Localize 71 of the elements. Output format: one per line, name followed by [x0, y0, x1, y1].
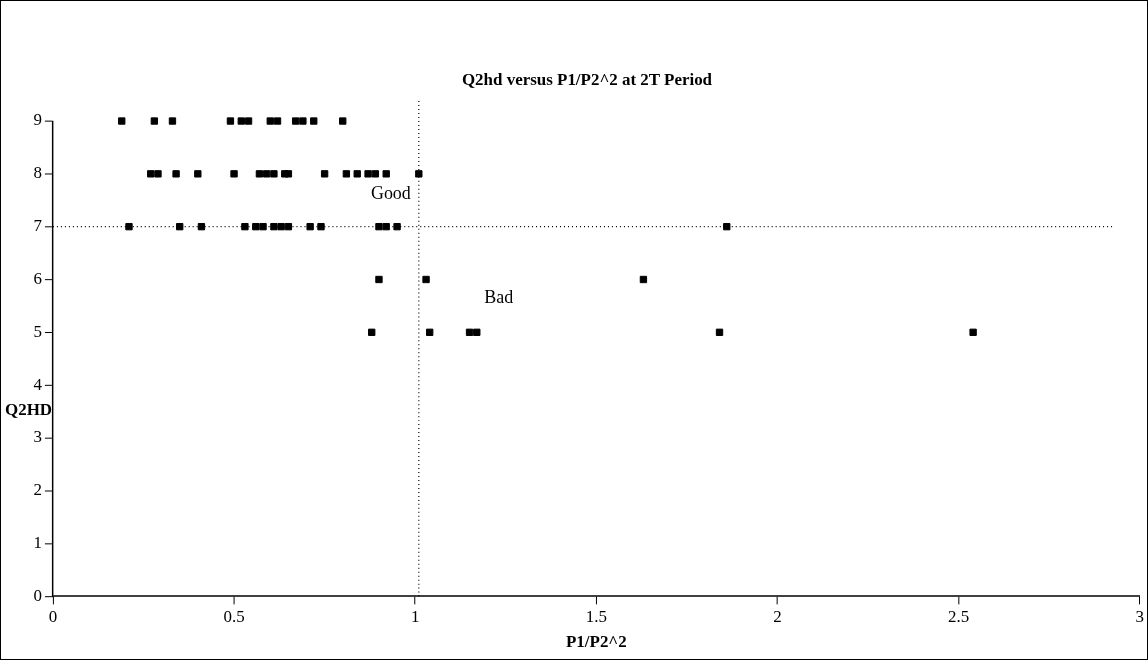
point	[317, 223, 325, 231]
y-tick-label: 6	[33, 268, 42, 288]
y-tick-label: 0	[33, 585, 42, 605]
point	[270, 170, 278, 178]
y-tick-label: 7	[33, 216, 42, 236]
point	[291, 117, 300, 125]
point	[342, 170, 351, 178]
point	[473, 328, 481, 336]
x-tick-label: 1.5	[585, 606, 607, 626]
point	[241, 223, 249, 231]
point	[306, 223, 314, 231]
point	[154, 170, 162, 178]
point	[226, 117, 235, 125]
point	[310, 117, 318, 125]
point	[125, 223, 133, 231]
point	[244, 117, 253, 125]
point	[176, 223, 184, 231]
point	[284, 170, 293, 178]
x-tick-label: 0	[48, 606, 58, 626]
point	[259, 223, 267, 231]
x-tick-label: 1	[410, 606, 420, 626]
y-tick-label: 4	[33, 374, 43, 394]
point	[426, 328, 434, 336]
point	[237, 117, 245, 125]
point	[393, 223, 401, 231]
point	[266, 117, 274, 125]
point	[339, 117, 347, 125]
point	[150, 117, 159, 125]
point	[172, 170, 180, 178]
y-axis-title: Q2HD	[4, 400, 53, 420]
point	[270, 223, 278, 231]
x-tick-label: 2.5	[948, 606, 970, 626]
point	[147, 170, 155, 178]
point	[353, 170, 361, 178]
chart-title: Q2hd versus P1/P2^2 at 2T Period	[461, 70, 713, 90]
point	[375, 275, 383, 284]
point	[371, 170, 380, 178]
y-tick-label: 1	[33, 533, 42, 553]
point	[639, 275, 648, 284]
point	[277, 223, 285, 231]
point	[715, 328, 724, 336]
point	[230, 170, 238, 178]
point	[299, 117, 307, 125]
point	[320, 170, 329, 178]
point	[382, 223, 390, 231]
point	[194, 170, 202, 178]
y-tick-label: 5	[33, 321, 42, 341]
point	[368, 328, 376, 336]
y-tick-label: 9	[33, 110, 42, 130]
point	[723, 223, 731, 231]
x-tick-label: 2	[773, 606, 782, 626]
x-axis-title: P1/P2^2	[565, 632, 627, 652]
annotation: Good	[370, 183, 411, 204]
point	[415, 170, 423, 178]
point	[969, 328, 977, 336]
annotation: Bad	[484, 287, 514, 308]
point	[465, 328, 474, 336]
point	[382, 170, 390, 178]
point	[255, 170, 264, 178]
point	[262, 170, 271, 178]
x-tick-label: 3	[1135, 606, 1144, 626]
x-tick-label: 0.5	[223, 606, 245, 626]
y-tick-label: 3	[33, 427, 42, 447]
point	[364, 170, 372, 178]
point	[273, 117, 282, 125]
point	[422, 275, 430, 284]
y-tick-label: 2	[33, 480, 42, 500]
point	[197, 223, 206, 231]
point	[118, 117, 126, 125]
point	[168, 117, 177, 125]
y-tick-label: 8	[33, 163, 42, 183]
